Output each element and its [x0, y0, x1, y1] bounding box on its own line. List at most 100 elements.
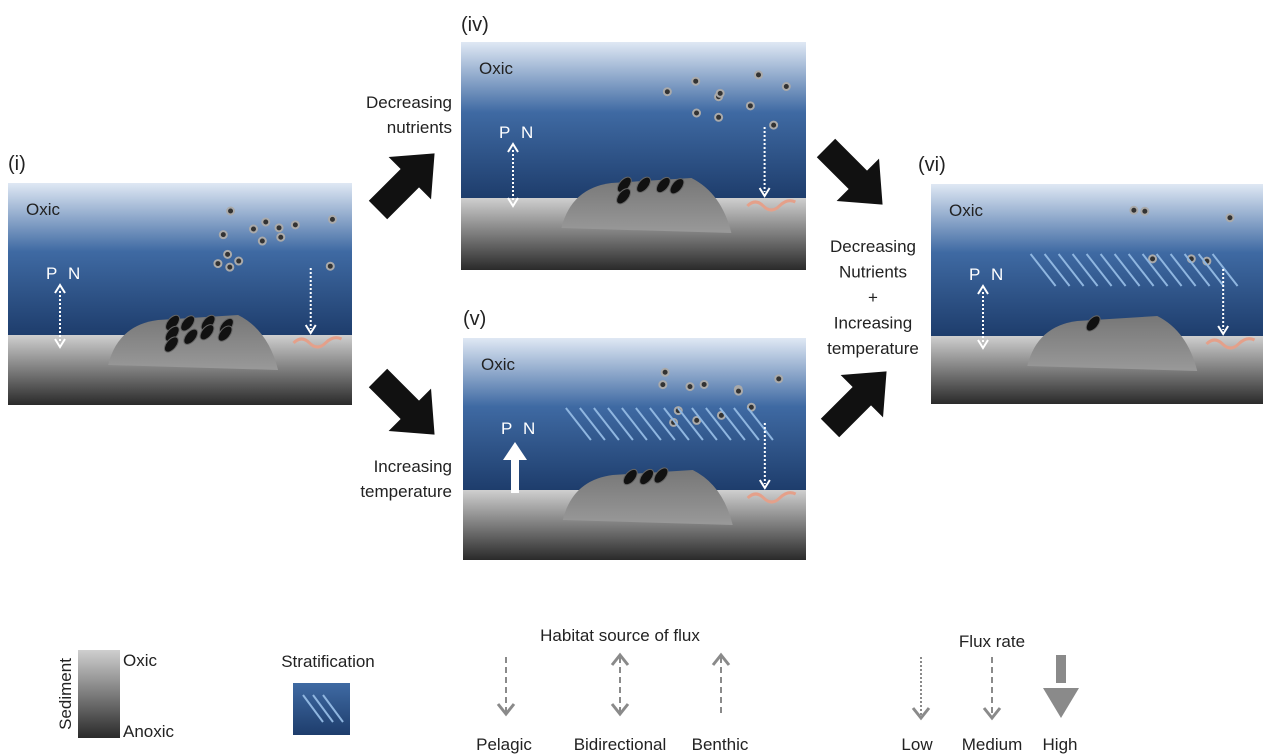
oxic-label: Oxic [481, 355, 516, 374]
particle [691, 76, 701, 86]
arrow-head [982, 707, 1002, 721]
legend-arrow [1056, 655, 1066, 683]
particle [715, 88, 725, 98]
stratification [1071, 253, 1099, 287]
stratification [302, 694, 324, 723]
legend-title: Habitat source of flux [540, 626, 700, 645]
mussel [199, 324, 215, 341]
stratification [1085, 253, 1113, 287]
stratification [565, 407, 592, 441]
arrow-head [1217, 325, 1230, 336]
particle [734, 386, 744, 396]
arrow-head [1043, 688, 1079, 718]
transition-label: Nutrients [839, 263, 907, 282]
mussel [653, 467, 669, 484]
stratification [1113, 253, 1141, 287]
mussel [669, 178, 685, 195]
p-label: P [501, 419, 512, 438]
mussel [1085, 315, 1101, 332]
mussel [636, 176, 652, 193]
legend-title: Flux rate [959, 632, 1025, 651]
mussel [217, 325, 233, 342]
mussel [639, 468, 655, 486]
particle [673, 406, 683, 416]
legend-label: Bidirectional [574, 735, 667, 754]
particle [218, 230, 228, 240]
arrow-head [610, 652, 630, 666]
legend-label: Pelagic [476, 735, 532, 754]
transition-arrow [368, 153, 435, 220]
mussel [180, 315, 196, 332]
particle [781, 81, 791, 91]
worm [746, 491, 797, 504]
mussel [616, 176, 632, 193]
particle [248, 224, 258, 234]
n-label: N [991, 265, 1003, 284]
transition-label: temperature [827, 339, 919, 358]
n-label: N [523, 419, 535, 438]
stratification [1197, 253, 1225, 287]
transition-label: + [868, 288, 878, 307]
particle [225, 262, 235, 272]
particle [714, 112, 724, 122]
particle [1148, 254, 1158, 264]
stratification [1183, 253, 1211, 287]
stratification [635, 407, 662, 441]
stratification [663, 407, 690, 441]
worm [746, 199, 797, 212]
arrow-head [711, 652, 731, 666]
stratification [312, 694, 334, 723]
particle [754, 70, 764, 80]
stratification [649, 407, 676, 441]
stratification [691, 407, 718, 441]
legend-label: Oxic [123, 651, 158, 670]
mound [108, 315, 279, 370]
legend-label: Stratification [281, 652, 375, 671]
legend-label: Anoxic [123, 722, 175, 741]
worm [1205, 337, 1256, 350]
transition-label: Increasing [834, 314, 912, 333]
panel-label: (i) [8, 153, 26, 175]
stratification [677, 407, 704, 441]
stratification [1029, 253, 1057, 287]
stratification [733, 407, 760, 441]
legend-label: High [1043, 735, 1078, 754]
stratification-swatch [293, 683, 350, 735]
particle [1140, 206, 1150, 216]
particle [226, 206, 236, 216]
particle [699, 379, 709, 389]
mussel [622, 468, 638, 486]
stratification [1127, 253, 1155, 287]
legend-label: Sediment [56, 658, 75, 730]
particle [274, 223, 284, 233]
worm [292, 336, 343, 349]
legend-label: Medium [962, 735, 1022, 754]
particle [223, 249, 233, 259]
water [461, 42, 806, 198]
arrow-head [496, 703, 516, 717]
stratification [1043, 253, 1071, 287]
particle [745, 101, 755, 111]
particle [769, 120, 779, 130]
mound [562, 470, 733, 525]
oxic-label: Oxic [26, 200, 61, 219]
particle [660, 367, 670, 377]
particle [234, 256, 244, 266]
n-label: N [68, 264, 80, 283]
stratification [593, 407, 620, 441]
particle [1225, 213, 1235, 223]
sediment-scale [78, 650, 120, 738]
transition-arrow [368, 368, 435, 435]
transition-arrow [820, 371, 887, 438]
panel-label: (iv) [461, 14, 489, 36]
oxic-label: Oxic [479, 59, 514, 78]
particle [685, 382, 695, 392]
p-label: P [499, 123, 510, 142]
transition-label: Decreasing [830, 237, 916, 256]
panel-label: (vi) [918, 154, 946, 176]
p-label: P [46, 264, 57, 283]
arrow-head [911, 707, 931, 721]
particle [774, 374, 784, 384]
transition-label: Decreasing [366, 93, 452, 112]
transition-label: Increasing [374, 457, 452, 476]
